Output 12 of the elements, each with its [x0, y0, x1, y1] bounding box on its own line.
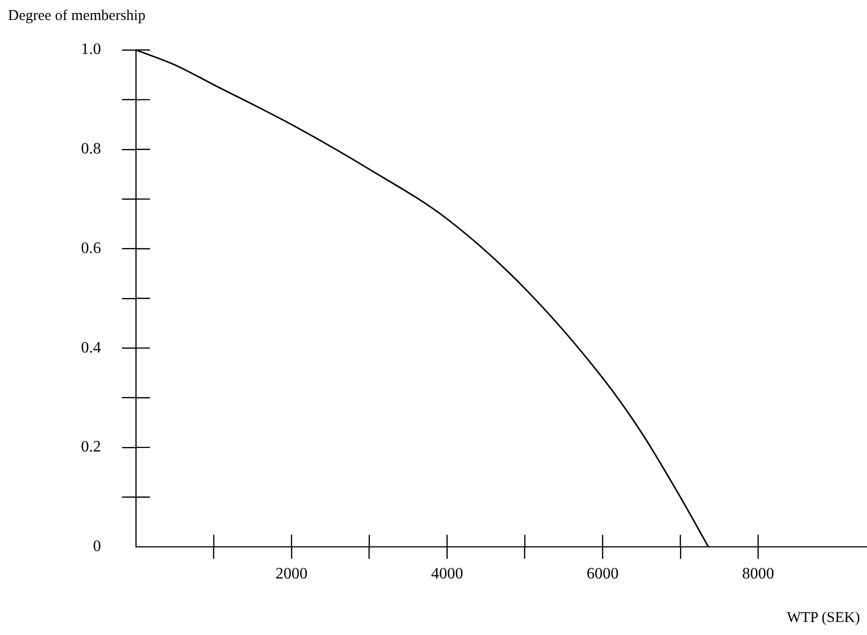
x-tick-label: 6000	[586, 566, 619, 583]
x-tick-label: 4000	[431, 566, 464, 583]
y-tick-label: 0	[93, 538, 101, 556]
x-axis-title: WTP (SEK)	[786, 610, 860, 626]
y-axis-title: Degree of membership	[8, 8, 146, 24]
y-tick-label: 0.4	[81, 339, 101, 356]
y-tick-label: 0.6	[81, 240, 101, 257]
x-tick-label: 2000	[276, 566, 308, 583]
y-tick-label: 0.2	[81, 438, 101, 456]
x-tick-label: 8000	[742, 566, 774, 583]
y-tick-label: 1.0	[81, 41, 101, 58]
y-tick-label: 0.8	[81, 140, 101, 158]
